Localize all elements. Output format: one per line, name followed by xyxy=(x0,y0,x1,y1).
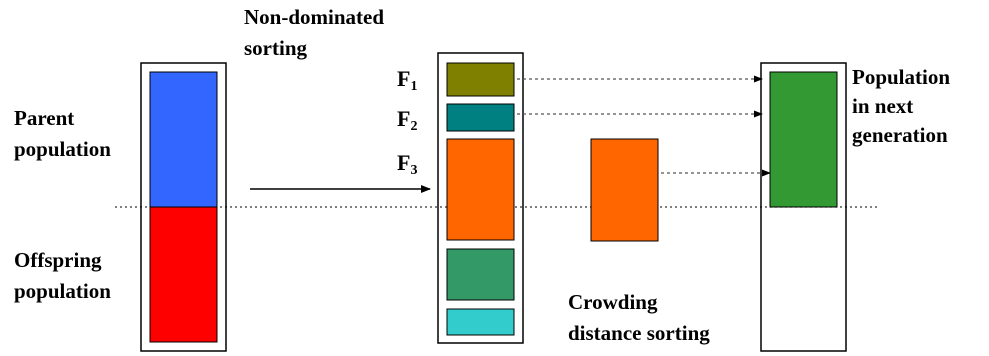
front-1-letter: F xyxy=(397,66,411,91)
front-1-label: F1 xyxy=(397,66,418,94)
next-label-line3: generation xyxy=(852,123,948,147)
front-4-block xyxy=(446,248,515,301)
sorted-fronts-frame xyxy=(437,52,524,344)
non-dominated-sorting-label: Non-dominated sorting xyxy=(244,2,384,64)
next-label-line2: in next xyxy=(852,94,914,118)
offspring-population-block xyxy=(149,206,218,343)
offspring-label-line1: Offspring xyxy=(14,248,102,272)
crowding-selected-block xyxy=(590,138,659,242)
crowding-label-line1: Crowding xyxy=(568,290,658,314)
next-generation-frame xyxy=(760,62,847,352)
front-1-block xyxy=(446,62,515,97)
front-3-letter: F xyxy=(397,150,411,175)
parent-population-label: Parent population xyxy=(14,103,111,165)
crowding-distance-sorting-label: Crowding distance sorting xyxy=(568,287,710,349)
front-2-index: 2 xyxy=(410,119,418,134)
offspring-population-label: Offspring population xyxy=(14,245,111,307)
front-3-label: F3 xyxy=(397,150,418,178)
front-2-label: F2 xyxy=(397,106,418,134)
next-label-line1: Population xyxy=(852,65,951,89)
front-3-index: 3 xyxy=(410,163,418,178)
parent-label-line1: Parent xyxy=(14,106,75,130)
front-2-letter: F xyxy=(397,106,411,131)
parent-population-block xyxy=(149,71,218,208)
front-2-block xyxy=(446,103,515,132)
front-1-index: 1 xyxy=(410,79,418,94)
sorting-label-line1: Non-dominated xyxy=(244,5,385,29)
front-5-block xyxy=(446,308,515,336)
sorting-label-line2: sorting xyxy=(244,36,307,60)
next-generation-block xyxy=(769,71,838,208)
parent-label-line2: population xyxy=(14,137,111,161)
crowding-label-line2: distance sorting xyxy=(568,321,710,345)
next-generation-label: Population in next generation xyxy=(852,63,950,150)
combined-population-frame xyxy=(140,62,227,352)
offspring-label-line2: population xyxy=(14,279,111,303)
front-3-block xyxy=(446,138,515,241)
